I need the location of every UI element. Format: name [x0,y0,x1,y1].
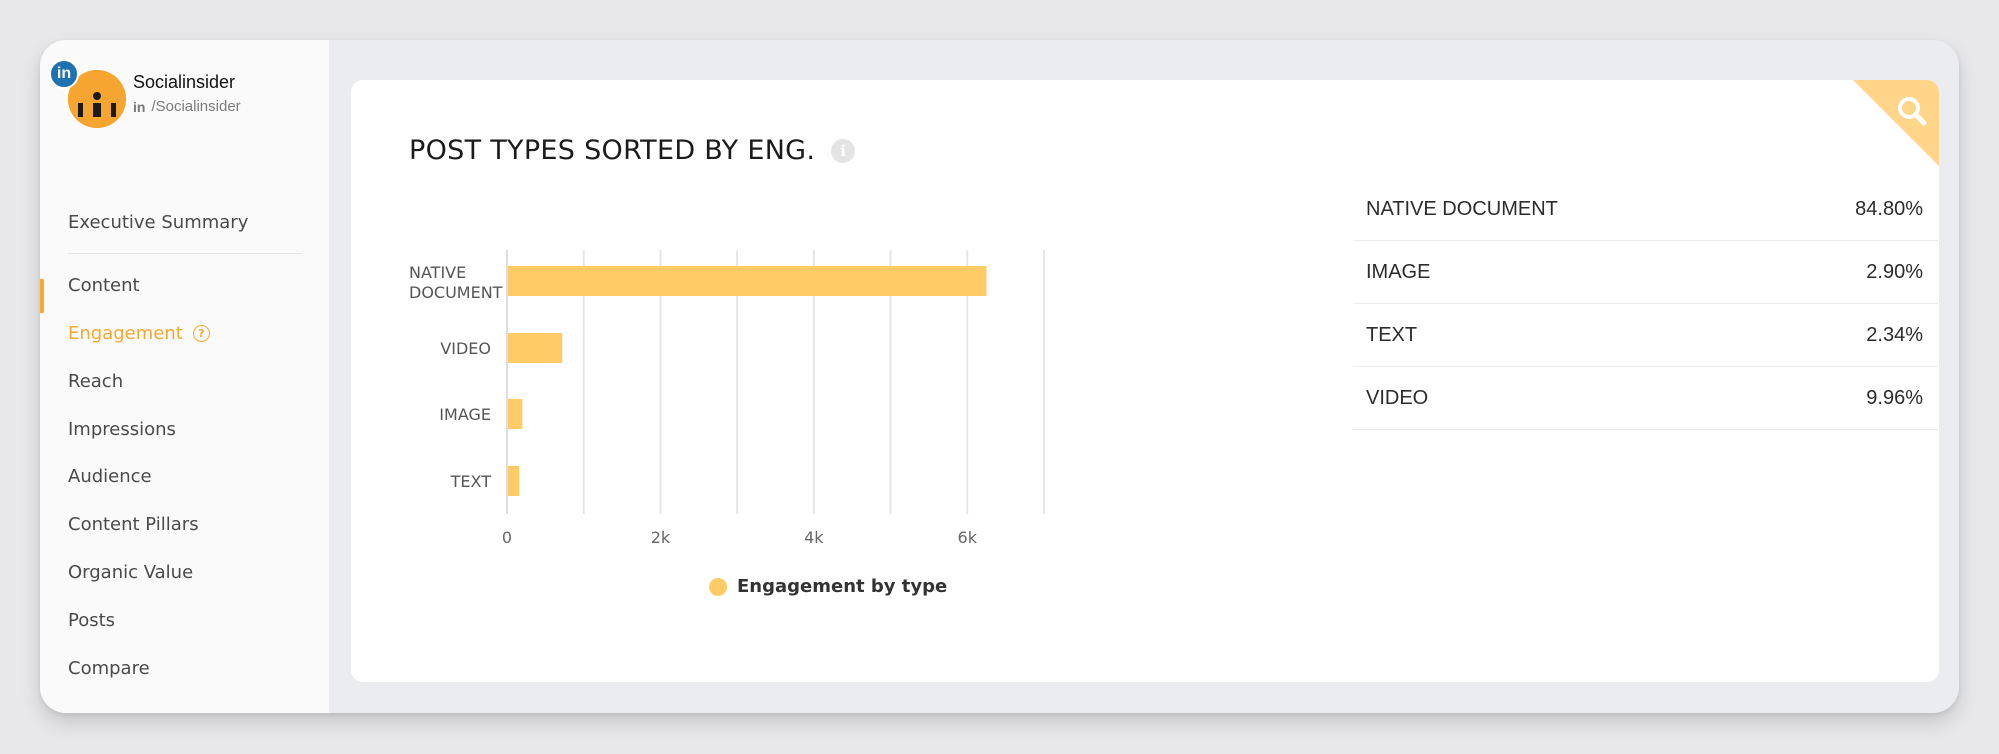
table-cell-label: NATIVE DOCUMENT [1366,197,1558,220]
sidebar-item-label: Posts [68,609,116,631]
sidebar-item-label: Content [68,274,140,296]
sidebar-item-compare[interactable]: Compare [68,656,150,680]
profile-handle-text: /Socialinsider [151,98,241,115]
y-tick-label: VIDEO [440,339,491,358]
sidebar-item-label: Audience [68,465,152,487]
nav-divider [68,253,301,254]
table-cell-value: 84.80% [1855,197,1923,220]
bar [508,466,520,496]
sidebar-item-label: Impressions [68,418,176,440]
table-cell-label: VIDEO [1366,386,1429,409]
sidebar-item-executive-summary[interactable]: Executive Summary [68,210,248,234]
legend-label: Engagement by type [737,576,948,597]
card-title: POST TYPES SORTED BY ENG. i [409,135,856,166]
bar [508,266,987,296]
sidebar-item-impressions[interactable]: Impressions [68,417,176,441]
sidebar-item-organic-value[interactable]: Organic Value [68,560,193,584]
question-circle-icon[interactable]: ? [192,324,210,342]
sidebar-item-reach[interactable]: Reach [68,369,123,393]
sidebar-item-label: Engagement [68,322,183,344]
sidebar-item-label: Reach [68,370,124,392]
table-row: NATIVE DOCUMENT 84.80% [1353,178,1938,241]
post-type-table: NATIVE DOCUMENT 84.80% IMAGE 2.90% TEXT … [1353,178,1938,430]
linkedin-icon: in [49,59,79,89]
card-title-text: POST TYPES SORTED BY ENG. [409,135,816,166]
legend-swatch [709,577,727,596]
profile-name: Socialinsider [133,72,236,92]
table-cell-value: 9.96% [1866,386,1923,409]
y-tick-label: IMAGE [439,405,491,424]
chart-legend[interactable]: Engagement by type [709,576,947,597]
sidebar-item-label: Compare [68,657,150,679]
sidebar-item-label: Content Pillars [68,513,199,535]
x-tick-label: 4k [804,528,824,547]
table-cell-label: TEXT [1366,323,1418,346]
sidebar-item-label: Organic Value [68,561,194,583]
table-row: IMAGE 2.90% [1353,241,1938,304]
sidebar-item-content[interactable]: Content [68,273,140,297]
bar [508,399,523,429]
x-tick-label: 6k [958,528,978,547]
search-icon[interactable] [1853,80,1939,166]
info-icon[interactable]: i [831,138,856,163]
table-cell-value: 2.34% [1866,323,1923,346]
table-row: VIDEO 9.96% [1353,367,1938,430]
sidebar-item-engagement[interactable]: Engagement ? [68,321,210,345]
sidebar: in Socialinsider in /Socialinsider Execu… [40,40,329,713]
table-row: TEXT 2.34% [1353,304,1938,367]
active-indicator [40,279,44,313]
profile-header[interactable]: in Socialinsider in /Socialinsider [40,40,329,150]
x-tick-label: 2k [651,528,671,547]
sidebar-item-audience[interactable]: Audience [68,464,152,488]
profile-handle: in /Socialinsider [133,98,241,115]
sidebar-item-content-pillars[interactable]: Content Pillars [68,512,199,536]
bar [508,333,563,363]
x-tick-label: 0 [502,528,512,547]
y-tick-label: NATIVE [409,263,466,282]
y-tick-label: TEXT [450,472,492,491]
sidebar-item-posts[interactable]: Posts [68,608,115,632]
linkedin-mini-icon: in [133,98,146,115]
table-cell-value: 2.90% [1866,260,1923,283]
app-window: in Socialinsider in /Socialinsider Execu… [40,40,1959,713]
sidebar-item-label: Executive Summary [68,211,249,233]
y-tick-label: DOCUMENT [409,283,503,302]
table-cell-label: IMAGE [1366,260,1431,283]
post-types-card: POST TYPES SORTED BY ENG. i 0 2k 4k 6k NATIV… [351,80,1939,682]
